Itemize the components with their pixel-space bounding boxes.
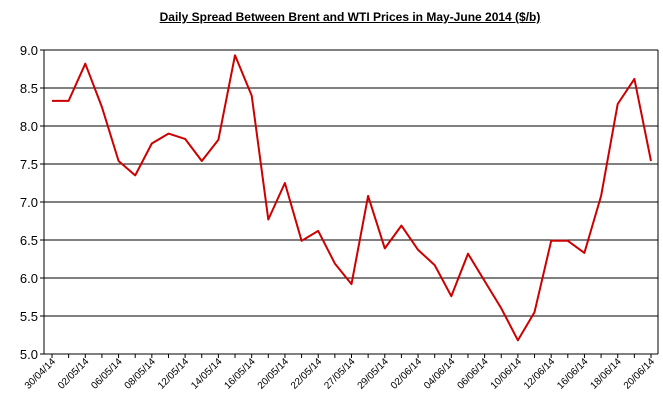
y-tick-label: 7.5 [20,157,38,172]
y-tick-label: 8.0 [20,119,38,134]
grid-lines [44,49,658,317]
series-line-0 [52,54,652,342]
series-line-group [52,54,652,342]
x-tick-label: 16/06/14 [555,356,591,392]
x-tick-label: 20/06/14 [622,356,658,392]
x-tick-label: 29/05/14 [356,356,392,392]
x-tick-label: 22/05/14 [289,356,325,392]
x-tick-label: 12/05/14 [156,356,192,392]
x-tick-label: 18/06/14 [589,356,625,392]
y-tick-label: 5.5 [20,309,38,324]
chart-title: Daily Spread Between Brent and WTI Price… [159,10,541,24]
y-tick-label: 9.0 [20,43,38,58]
x-tick-labels: 30/04/1402/05/1406/05/1408/05/1412/05/14… [23,356,658,392]
x-tick-label: 02/06/14 [389,356,425,392]
x-tick-label: 20/05/14 [256,356,292,392]
y-tick-label: 6.0 [20,271,38,286]
axes [40,49,659,358]
x-tick-label: 08/05/14 [123,356,159,392]
x-tick-label: 02/05/14 [56,356,92,392]
y-tick-label: 8.5 [20,81,38,96]
x-tick-label: 10/06/14 [489,356,525,392]
y-tick-labels: 5.0 5.5 6.0 6.5 7.0 7.5 8.0 8.5 9.0 [20,43,38,362]
x-tick-label: 14/05/14 [189,356,225,392]
x-tick-label: 12/06/14 [522,356,558,392]
x-tick-label: 06/05/14 [89,356,125,392]
y-tick-label: 6.5 [20,233,38,248]
y-tick-label: 7.0 [20,195,38,210]
x-tick-label: 27/05/14 [322,356,358,392]
y-tick-label: 5.0 [20,347,38,362]
x-tick-label: 06/06/14 [455,356,491,392]
x-tick-label: 16/05/14 [222,356,258,392]
x-tick-label: 04/06/14 [422,356,458,392]
